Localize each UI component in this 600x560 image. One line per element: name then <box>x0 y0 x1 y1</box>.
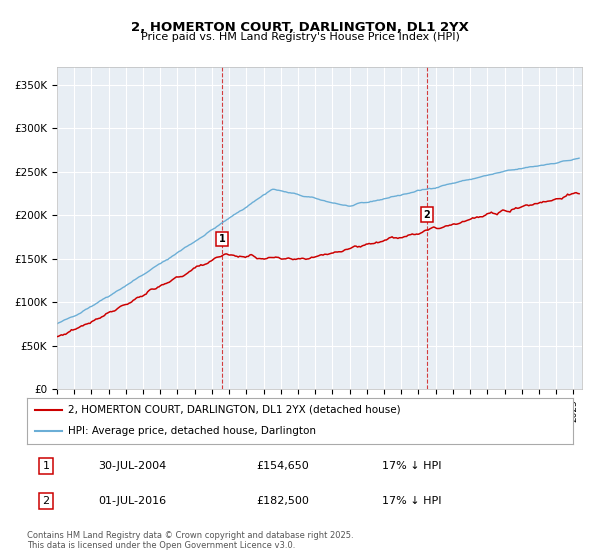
Text: 2, HOMERTON COURT, DARLINGTON, DL1 2YX: 2, HOMERTON COURT, DARLINGTON, DL1 2YX <box>131 21 469 34</box>
Text: £154,650: £154,650 <box>256 461 309 471</box>
Text: £182,500: £182,500 <box>256 496 309 506</box>
Text: HPI: Average price, detached house, Darlington: HPI: Average price, detached house, Darl… <box>68 426 316 436</box>
Text: 30-JUL-2004: 30-JUL-2004 <box>98 461 166 471</box>
Text: 1: 1 <box>43 461 50 471</box>
Text: Contains HM Land Registry data © Crown copyright and database right 2025.
This d: Contains HM Land Registry data © Crown c… <box>27 531 353 550</box>
Text: 17% ↓ HPI: 17% ↓ HPI <box>382 461 442 471</box>
Text: 17% ↓ HPI: 17% ↓ HPI <box>382 496 442 506</box>
Text: 1: 1 <box>218 234 225 244</box>
Text: Price paid vs. HM Land Registry's House Price Index (HPI): Price paid vs. HM Land Registry's House … <box>140 32 460 42</box>
Text: 2: 2 <box>424 209 430 220</box>
Text: 01-JUL-2016: 01-JUL-2016 <box>98 496 166 506</box>
Text: 2: 2 <box>43 496 50 506</box>
Text: 2, HOMERTON COURT, DARLINGTON, DL1 2YX (detached house): 2, HOMERTON COURT, DARLINGTON, DL1 2YX (… <box>68 405 401 415</box>
